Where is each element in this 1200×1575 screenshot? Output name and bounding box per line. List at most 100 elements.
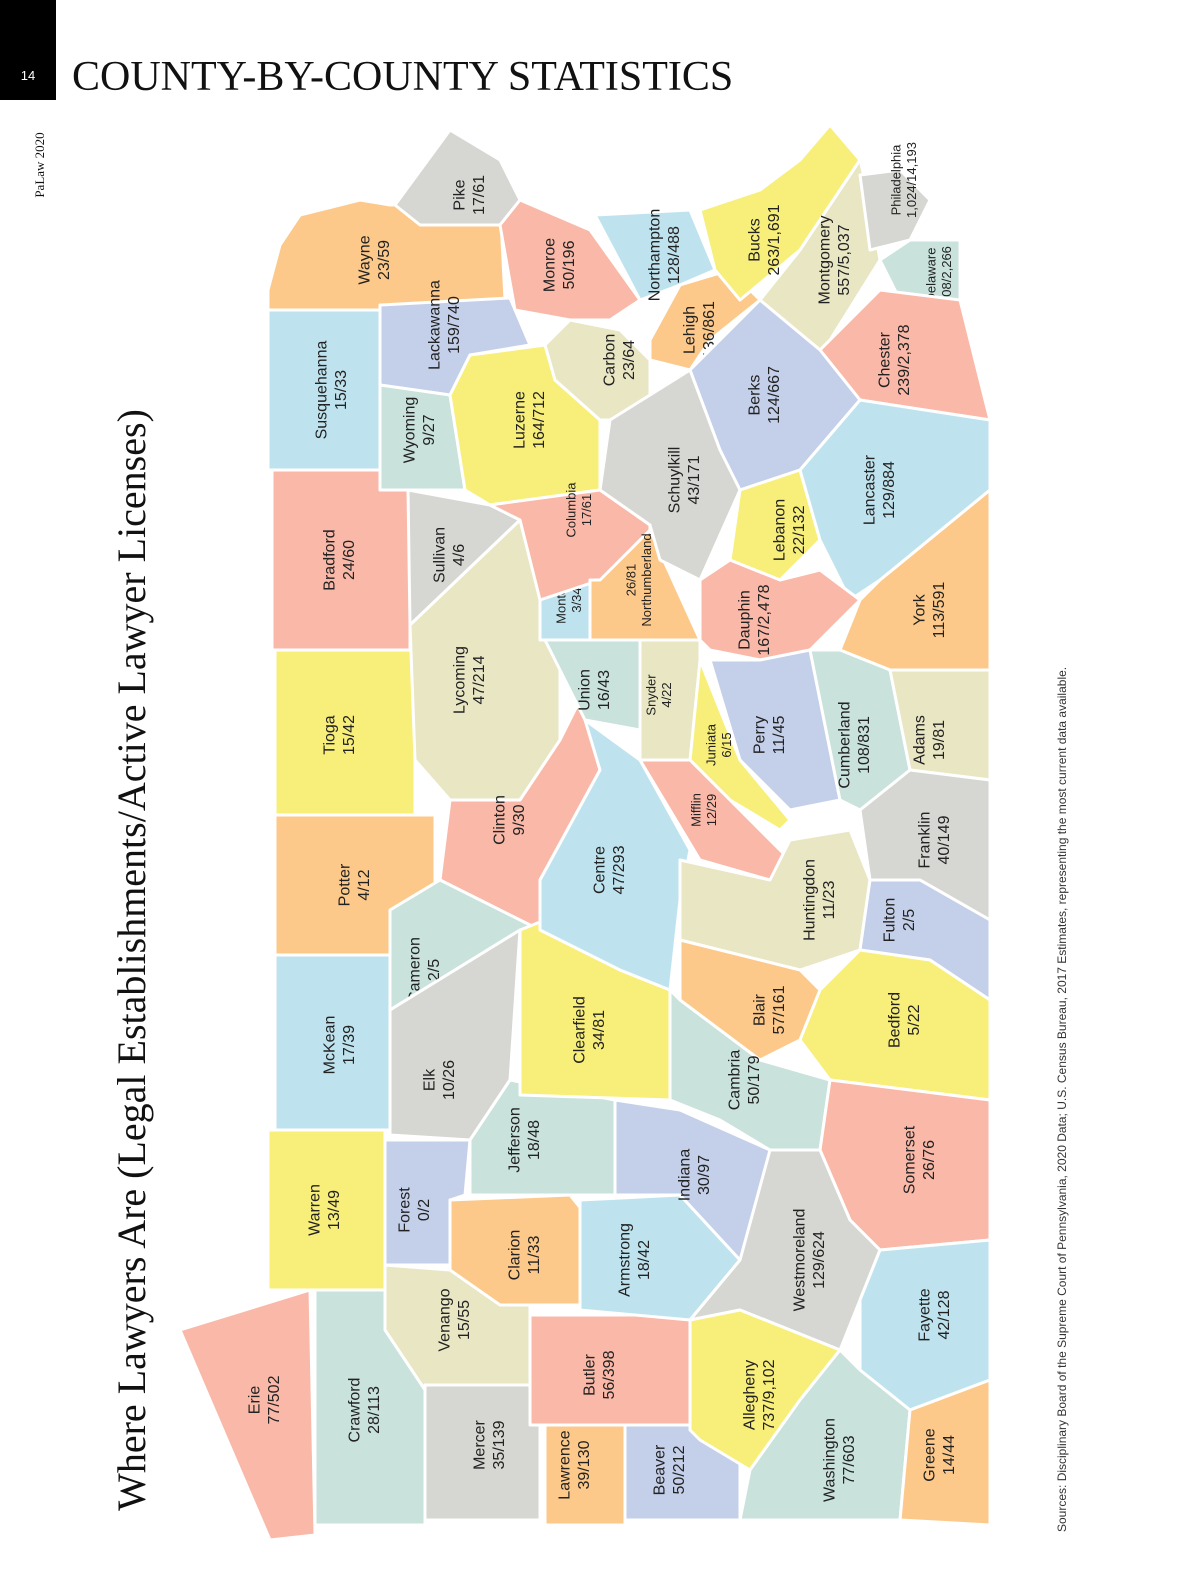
county-name: Erie [247, 1386, 264, 1415]
county-stats: 129/624 [811, 1231, 828, 1289]
county-shape [648, 268, 762, 372]
county-name: Monroe [542, 238, 559, 292]
county-stats: 56/398 [601, 1350, 618, 1399]
county-stats: 11/23 [821, 880, 838, 919]
county-name: Wayne [357, 235, 374, 284]
source-note: Sources: Disciplinary Board of the Supre… [1055, 667, 1069, 1532]
county-stats: 47/214 [471, 655, 488, 704]
county-stats: 10/26 [441, 1060, 458, 1100]
county-stats: 9/27 [421, 414, 438, 445]
county-name: Lehigh [682, 306, 699, 354]
county-stats: 42/128 [936, 1290, 953, 1339]
county-name: Bradford [322, 529, 339, 590]
county-stats: 128/488 [666, 226, 683, 284]
county-stats: 34/81 [591, 1010, 608, 1050]
county-stats: 13/49 [326, 1190, 343, 1230]
county-name: Tioga [322, 715, 339, 755]
county-name: Mifflin [689, 793, 704, 827]
county-stats: 4/6 [451, 544, 468, 566]
county-name: Crawford [347, 1378, 364, 1443]
county-name: Forest [397, 1187, 414, 1233]
county-stats: 12/29 [704, 794, 719, 827]
county-stats: 26/76 [921, 1140, 938, 1180]
county-stats: 39/130 [576, 1440, 593, 1489]
county-shape [688, 1148, 882, 1352]
county-name: Montgomery [817, 216, 834, 305]
county-stats: 43/171 [686, 455, 703, 504]
county-name: Clinton [492, 795, 509, 845]
county-stats: 737/9,102 [761, 1359, 778, 1430]
map-title: Where Lawyers Are (Legal Establishments/… [109, 409, 154, 1511]
county-name: Lawrence [557, 1430, 574, 1499]
county-stats: 50/212 [671, 1445, 688, 1494]
county-stats: 17/39 [341, 1025, 358, 1065]
page-number: 14 [21, 68, 35, 83]
county-name: Centre [592, 846, 609, 894]
county-stats: 23/59 [376, 240, 393, 280]
county-stats: 108/831 [856, 716, 873, 774]
county-name: Lackawanna [427, 280, 444, 370]
county-stats: 113/591 [931, 582, 948, 639]
county-name: Carbon [602, 334, 619, 386]
county-stats: 18/42 [636, 1240, 653, 1280]
county-name: Delaware [924, 248, 939, 303]
county-stats: 5/22 [906, 1004, 923, 1035]
county-stats: 124/667 [766, 366, 783, 424]
county-name: Philadelphia [889, 144, 904, 216]
county-stats: 47/293 [611, 845, 628, 894]
county-stats: 9/30 [511, 804, 528, 835]
county-name: Wyoming [402, 397, 419, 464]
county-shape [538, 718, 692, 992]
county-name: Fayette [917, 1288, 934, 1341]
county-shape [798, 948, 992, 1102]
county-stats: 50/196 [561, 240, 578, 289]
county-name: Fulton [882, 898, 899, 942]
county-name: Indiana [677, 1149, 694, 1202]
county-stats: 16/43 [596, 670, 613, 710]
county-name: Elk [422, 1068, 439, 1091]
county-stats: 167/2,478 [756, 584, 773, 655]
county-name: Beaver [652, 1444, 669, 1495]
county-name: Clarion [507, 1230, 524, 1281]
county-name: Luzerne [512, 391, 529, 449]
county-stats: 239/2,378 [896, 324, 913, 395]
county-stats: 263/1,691 [766, 204, 783, 275]
county-stats: 77/502 [266, 1375, 283, 1424]
county-stats: 2/5 [901, 909, 918, 931]
county-name: Lancaster [862, 454, 879, 525]
county-name: Lycoming [452, 646, 469, 714]
county-name: Bedford [887, 992, 904, 1048]
county-stats: 1,024/14,193 [904, 142, 919, 218]
county-shape [498, 198, 642, 322]
county-stats: 35/139 [491, 1420, 508, 1469]
county-name: Greene [922, 1428, 939, 1481]
county-name: Susquehanna [314, 341, 331, 440]
county-stats: 19/81 [931, 720, 948, 760]
county-name: Berks [747, 375, 764, 416]
county-stats: 11/45 [771, 715, 788, 754]
county-name: Blair [752, 993, 769, 1026]
county-stats: 57/161 [771, 985, 788, 1034]
county-stats: 17/61 [471, 175, 488, 215]
county-stats: 308/2,266 [939, 246, 954, 304]
county-shape [858, 168, 932, 252]
county-name: Clearfield [572, 996, 589, 1064]
county-name: Jefferson [507, 1107, 524, 1173]
county-name: Potter [337, 863, 354, 906]
county-shape [728, 468, 822, 582]
county-name: Dauphin [737, 590, 754, 650]
county-name: Butler [582, 1353, 599, 1395]
county-stats: 6/15 [719, 732, 734, 757]
county-name: Washington [822, 1418, 839, 1502]
county-name: Perry [752, 716, 769, 754]
county-stats: 4/22 [659, 682, 674, 707]
county-stats: 0/2 [416, 1199, 433, 1221]
county-name: Somerset [902, 1125, 919, 1194]
county-name: Sullivan [432, 527, 449, 583]
county-name: Allegheny [742, 1360, 759, 1430]
county-name: Snyder [644, 674, 659, 716]
county-stats: 22/132 [791, 505, 808, 554]
county-stats: 4/12 [356, 869, 373, 900]
